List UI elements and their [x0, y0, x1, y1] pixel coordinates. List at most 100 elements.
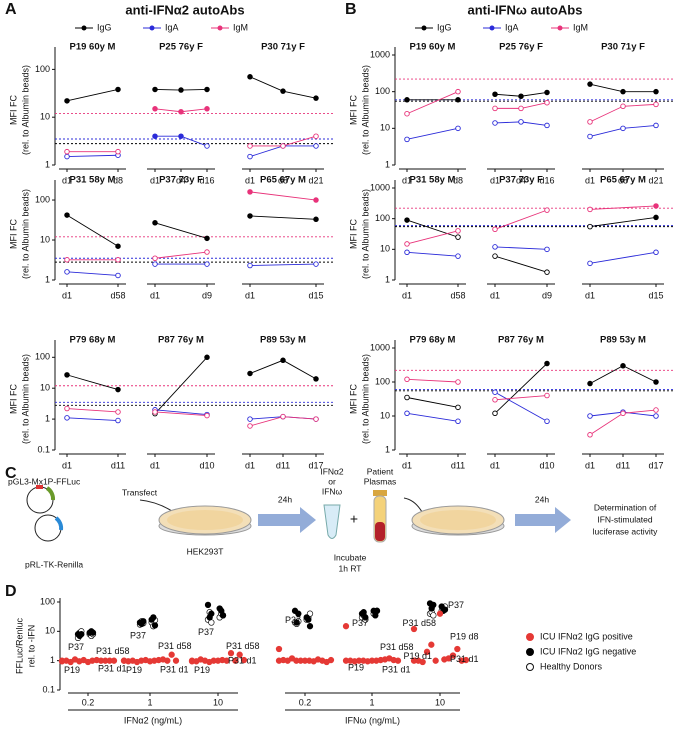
time-label: 24h [278, 494, 292, 504]
series-line [406, 251, 459, 257]
data-point [115, 148, 121, 155]
y-axis-label: FFLuc/Renluc [14, 617, 24, 674]
data-point [404, 217, 410, 223]
y-axis-label: MFI FC [348, 384, 358, 414]
annotation: P31 d1 [228, 656, 257, 666]
x-tick-label: d1 [62, 175, 72, 185]
annotation: P31 d1 [382, 664, 411, 674]
legend-marker [81, 25, 87, 31]
legend-label: ICU IFNα2 IgG positive [540, 631, 633, 641]
data-point [428, 641, 435, 648]
data-point [204, 249, 210, 255]
y-axis-label: (rel. to Albumin beads) [360, 65, 370, 155]
annotation: P19 d8 [450, 631, 479, 641]
x-tick-label: d9 [202, 290, 212, 300]
data-point [64, 269, 70, 275]
tube-cap [373, 490, 387, 496]
data-point [178, 133, 184, 139]
series-line [154, 356, 208, 414]
y-axis-label: MFI FC [348, 219, 358, 249]
data-point [204, 235, 210, 242]
x-tick-label: d10 [199, 460, 214, 470]
y-axis-label: (rel. to Albumin beads) [360, 354, 370, 444]
series-line [66, 417, 119, 421]
annotation: P37 [130, 631, 146, 641]
y-axis-label: MFI FC [8, 219, 18, 249]
data-point [64, 257, 70, 263]
data-point [587, 413, 593, 419]
annotation: P19 [64, 665, 80, 675]
data-point [152, 255, 158, 261]
data-point [204, 86, 210, 93]
data-point [518, 105, 524, 112]
legend-marker [489, 25, 495, 31]
data-point [247, 370, 253, 377]
data-point [78, 631, 85, 638]
data-point [150, 614, 157, 621]
data-point [327, 656, 335, 664]
data-point [492, 397, 498, 403]
x-tick-label: d8 [113, 175, 123, 185]
series-line [154, 411, 208, 417]
x-tick-label: d17 [308, 460, 323, 470]
series-line [66, 214, 119, 247]
data-point [653, 122, 659, 129]
data-point [64, 372, 70, 378]
data-point [152, 86, 158, 93]
data-point [404, 241, 410, 247]
data-point [455, 88, 461, 95]
annotation: P19 [348, 663, 364, 673]
annotation: P31 d58 [96, 646, 130, 656]
legend-label: Healthy Donors [540, 661, 603, 671]
panel-label: C [5, 465, 17, 482]
data-point [204, 601, 212, 608]
series-line [589, 205, 657, 210]
data-point [204, 106, 210, 112]
tube [323, 504, 341, 539]
data-point [120, 657, 128, 664]
y-tick-label: 1 [50, 655, 55, 665]
data-point [168, 651, 175, 658]
plasmid-label: pRL-TK-Renilla [25, 559, 83, 569]
data-point [247, 189, 253, 195]
data-point [140, 618, 147, 625]
data-point [454, 645, 461, 653]
legend-marker [421, 25, 427, 31]
data-point [247, 143, 253, 149]
y-tick-label: 100 [40, 596, 55, 606]
subplot-title: P19 60y M [70, 42, 116, 53]
data-point [587, 206, 593, 213]
y-axis-label: (rel. to Albumin beads) [20, 65, 30, 155]
data-point [64, 415, 70, 421]
plasmid-label: pGL3-Mx1P-FFLuc [8, 476, 81, 486]
data-point [620, 103, 626, 110]
data-point [462, 656, 470, 664]
y-axis-label: (rel. to Albumin beads) [360, 189, 370, 279]
data-point [653, 214, 659, 221]
y-tick-label: 10 [45, 626, 55, 636]
data-point [204, 412, 210, 419]
x-tick-label: 1 [147, 697, 152, 707]
data-point [544, 122, 550, 129]
data-point [620, 410, 626, 417]
x-tick-label: d11 [451, 460, 465, 470]
data-point [227, 650, 235, 657]
data-point [492, 410, 498, 417]
data-point [178, 108, 184, 115]
subplot-title: P65 67y M [600, 175, 646, 186]
annotation: P31 d1 [450, 654, 479, 664]
annotation: P31 d58 [380, 642, 414, 652]
y-tick-label: 100 [375, 86, 390, 96]
data-point [204, 354, 210, 361]
subplot-title: P65 67y M [260, 175, 306, 186]
data-point [58, 657, 66, 664]
panel-label: A [5, 1, 17, 18]
x-tick-label: d8 [618, 175, 628, 185]
x-tick-label: d1 [150, 290, 160, 300]
series-line [406, 230, 459, 245]
data-point [64, 405, 70, 412]
y-tick-label: 0.1 [42, 684, 55, 694]
data-point [115, 257, 121, 263]
legend-label: IgG [437, 22, 452, 32]
series-line [249, 191, 317, 201]
